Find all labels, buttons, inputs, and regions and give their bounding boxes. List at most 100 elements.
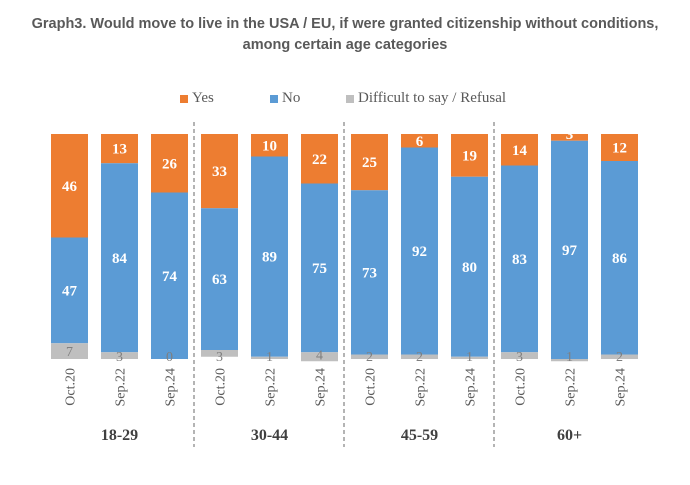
chart-title-line-1: Graph3. Would move to live in the USA / … (31, 16, 659, 32)
data-label-difficult-to-say-refusal-60-sep-22: 1 (566, 350, 573, 365)
data-label-difficult-to-say-refusal-45-59-sep-22: 2 (416, 350, 423, 365)
bar-no-60-sep-24 (601, 161, 638, 355)
bar-no-18-29-sep-22 (101, 163, 138, 353)
legend-item-yes: Yes (180, 90, 214, 107)
tick-label-30-44-oct-20: Oct.20 (214, 368, 229, 406)
bar-difficult-to-say-refusal-60-oct-20 (501, 352, 538, 359)
data-label-no-45-59-sep-24: 80 (462, 260, 477, 276)
data-label-no-45-59-oct-20: 73 (362, 265, 377, 281)
tick-label-30-44-sep-22: Sep.22 (264, 368, 279, 407)
data-label-no-18-29-sep-22: 84 (112, 251, 128, 267)
bar-difficult-to-say-refusal-45-59-oct-20 (351, 354, 388, 359)
bar-yes-45-59-sep-22 (401, 134, 438, 148)
data-label-difficult-to-say-refusal-18-29-sep-22: 3 (116, 350, 123, 365)
tick-label-18-29-sep-24: Sep.24 (164, 368, 179, 407)
data-label-yes-45-59-sep-22: 6 (416, 134, 424, 150)
tick-label-60-sep-22: Sep.22 (564, 368, 579, 407)
bar-yes-30-44-sep-22 (251, 134, 288, 157)
bar-yes-60-sep-24 (601, 134, 638, 161)
bar-yes-30-44-oct-20 (201, 134, 238, 209)
bar-difficult-to-say-refusal-45-59-sep-22 (401, 354, 438, 359)
legend: Yes No Difficult to say / Refusal (0, 90, 690, 110)
bar-yes-30-44-sep-24 (301, 134, 338, 184)
data-label-no-60-oct-20: 83 (512, 252, 527, 268)
data-label-no-18-29-oct-20: 47 (62, 283, 78, 299)
bar-yes-45-59-sep-24 (451, 134, 488, 177)
group-label-45-59: 45-59 (401, 427, 438, 444)
data-label-no-30-44-sep-24: 75 (312, 261, 327, 277)
bar-difficult-to-say-refusal-30-44-sep-22 (251, 356, 288, 359)
chart-title: Graph3. Would move to live in the USA / … (0, 14, 690, 56)
data-label-yes-30-44-oct-20: 33 (212, 164, 227, 180)
bar-difficult-to-say-refusal-60-sep-24 (601, 354, 638, 359)
data-label-yes-18-29-sep-22: 13 (112, 142, 127, 158)
bar-difficult-to-say-refusal-30-44-sep-24 (301, 352, 338, 362)
legend-swatch-no (270, 94, 278, 103)
tick-label-45-59-sep-24: Sep.24 (464, 368, 479, 407)
data-label-difficult-to-say-refusal-18-29-sep-24: 0 (166, 350, 173, 365)
data-label-yes-60-oct-20: 14 (512, 143, 528, 159)
data-label-yes-30-44-sep-24: 22 (312, 152, 327, 168)
bar-no-30-44-sep-22 (251, 156, 288, 357)
group-label-60: 60+ (557, 427, 582, 444)
tick-label-18-29-sep-22: Sep.22 (114, 368, 129, 407)
data-label-difficult-to-say-refusal-60-oct-20: 3 (516, 350, 523, 365)
bar-no-60-sep-22 (551, 140, 588, 359)
bar-no-18-29-oct-20 (51, 237, 88, 344)
data-label-yes-18-29-oct-20: 46 (62, 179, 78, 195)
bar-yes-18-29-sep-24 (151, 134, 188, 193)
legend-item-no: No (270, 90, 300, 107)
data-label-no-60-sep-22: 97 (562, 243, 578, 259)
data-label-difficult-to-say-refusal-45-59-sep-24: 1 (466, 350, 473, 365)
legend-label-yes: Yes (192, 90, 214, 106)
data-label-yes-30-44-sep-22: 10 (262, 138, 277, 154)
bar-no-30-44-oct-20 (201, 208, 238, 350)
data-label-difficult-to-say-refusal-30-44-sep-22: 1 (266, 350, 273, 365)
bar-no-45-59-sep-22 (401, 147, 438, 355)
bar-no-60-oct-20 (501, 165, 538, 353)
data-label-no-30-44-oct-20: 63 (212, 272, 227, 288)
legend-swatch-difficult (346, 94, 354, 103)
legend-label-no: No (282, 90, 301, 106)
data-label-difficult-to-say-refusal-45-59-oct-20: 2 (366, 350, 373, 365)
bar-no-18-29-sep-24 (151, 192, 188, 359)
data-label-difficult-to-say-refusal-18-29-oct-20: 7 (66, 345, 73, 360)
data-label-yes-60-sep-24: 12 (612, 141, 627, 157)
tick-label-30-44-sep-24: Sep.24 (314, 368, 329, 407)
data-label-no-18-29-sep-24: 74 (162, 269, 178, 285)
tick-label-60-sep-24: Sep.24 (614, 368, 629, 407)
chart-title-line-2: among certain age categories (242, 37, 448, 53)
legend-item-difficult: Difficult to say / Refusal (346, 90, 506, 107)
data-label-no-60-sep-24: 86 (612, 251, 628, 267)
bar-no-45-59-oct-20 (351, 190, 388, 355)
bar-no-45-59-sep-24 (451, 176, 488, 357)
bar-yes-18-29-sep-22 (101, 134, 138, 164)
bar-yes-45-59-oct-20 (351, 134, 388, 191)
bar-difficult-to-say-refusal-18-29-sep-22 (101, 352, 138, 359)
data-label-yes-45-59-sep-24: 19 (462, 148, 477, 164)
bar-yes-60-oct-20 (501, 134, 538, 166)
tick-label-60-oct-20: Oct.20 (514, 368, 529, 406)
tick-label-45-59-sep-22: Sep.22 (414, 368, 429, 407)
data-label-yes-18-29-sep-24: 26 (162, 156, 178, 172)
bar-no-30-44-sep-24 (301, 183, 338, 353)
bar-difficult-to-say-refusal-18-29-oct-20 (51, 343, 88, 359)
bar-difficult-to-say-refusal-60-sep-22 (551, 359, 588, 362)
tick-label-45-59-oct-20: Oct.20 (364, 368, 379, 406)
bar-difficult-to-say-refusal-45-59-sep-24 (451, 356, 488, 359)
bar-yes-60-sep-22 (551, 134, 588, 141)
legend-swatch-yes (180, 94, 188, 103)
data-label-no-45-59-sep-22: 92 (412, 244, 427, 260)
legend-label-difficult: Difficult to say / Refusal (358, 90, 507, 106)
group-label-30-44: 30-44 (251, 427, 288, 444)
data-label-difficult-to-say-refusal-30-44-oct-20: 3 (216, 350, 223, 365)
bar-difficult-to-say-refusal-30-44-oct-20 (201, 350, 238, 357)
group-label-18-29: 18-29 (101, 427, 138, 444)
data-label-difficult-to-say-refusal-30-44-sep-24: 4 (316, 349, 323, 364)
data-label-yes-60-sep-22: 3 (566, 127, 574, 143)
data-label-no-30-44-sep-22: 89 (262, 250, 277, 266)
bar-yes-18-29-oct-20 (51, 134, 88, 238)
tick-label-18-29-oct-20: Oct.20 (64, 368, 79, 406)
data-label-yes-45-59-oct-20: 25 (362, 155, 377, 171)
